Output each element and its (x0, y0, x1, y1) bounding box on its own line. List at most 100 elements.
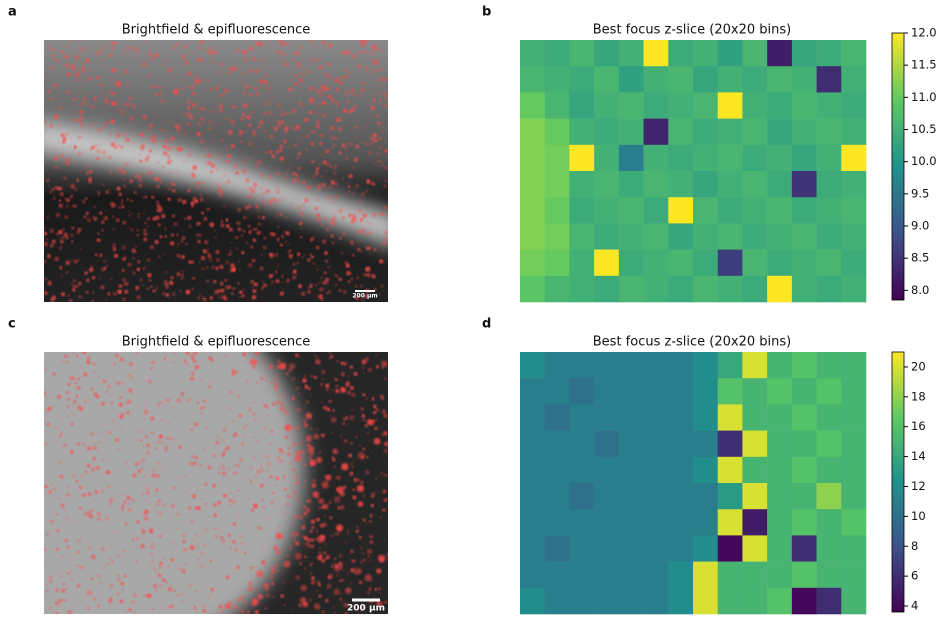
heatmap-cell (520, 404, 545, 431)
heatmap-cell (594, 404, 619, 431)
colorbar-tick-label: 10.0 (911, 154, 937, 168)
heatmap-cell (594, 40, 619, 67)
heatmap-cell (569, 145, 594, 172)
colorbar-tick-label: 9.5 (911, 186, 929, 200)
heatmap-cell (619, 509, 644, 536)
colorbar-tick-label: 18 (911, 389, 926, 403)
heatmap-cell (545, 483, 570, 510)
heatmap-cell (718, 378, 743, 405)
heatmap-cell (594, 588, 619, 615)
heatmap-cell (742, 535, 767, 562)
heatmap-cell (792, 92, 817, 119)
heatmap-cell (619, 40, 644, 67)
heatmap-cell (817, 404, 842, 431)
heatmap-cell (742, 276, 767, 303)
heatmap-cell (767, 483, 792, 510)
heatmap-cell (841, 40, 866, 67)
heatmap-cell (767, 92, 792, 119)
colorbar-tick-label: 8.0 (911, 283, 929, 297)
heatmap-cell (594, 483, 619, 510)
heatmap-cell (644, 145, 669, 172)
heatmap-cell (545, 40, 570, 67)
heatmap-cell (545, 223, 570, 250)
heatmap-cell (767, 66, 792, 93)
heatmap-cell (594, 119, 619, 146)
heatmap-cell (742, 562, 767, 589)
heatmap-cell (792, 457, 817, 484)
heatmap-cell (742, 404, 767, 431)
heatmap-cell (742, 352, 767, 379)
heatmap-cell (693, 352, 718, 379)
panel-title: Brightfield & epifluorescence (122, 335, 311, 350)
heatmap-cell (841, 588, 866, 615)
heatmap-cell (792, 276, 817, 303)
scale-bar-label: 200 µm (347, 604, 385, 614)
heatmap-cell (767, 562, 792, 589)
heatmap-cell (619, 404, 644, 431)
heatmap-cell (545, 250, 570, 277)
heatmap-cell (644, 119, 669, 146)
heatmap-cell (718, 66, 743, 93)
panel-title: Best focus z-slice (20x20 bins) (593, 23, 791, 38)
heatmap-cell (668, 509, 693, 536)
heatmap-cell (792, 588, 817, 615)
heatmap-cell (718, 431, 743, 458)
colorbar (892, 352, 904, 612)
heatmap-cell (594, 276, 619, 303)
heatmap-cell (742, 40, 767, 67)
heatmap-cell (569, 223, 594, 250)
heatmap-cell (693, 509, 718, 536)
heatmap-cell (594, 223, 619, 250)
heatmap-cell (817, 352, 842, 379)
heatmap-cell (520, 378, 545, 405)
heatmap-cell (792, 40, 817, 67)
heatmap-cell (594, 562, 619, 589)
heatmap-cell (644, 223, 669, 250)
heatmap-cell (668, 562, 693, 589)
heatmap-cell (668, 483, 693, 510)
heatmap-cell (619, 250, 644, 277)
heatmap-cell (792, 223, 817, 250)
heatmap-cell (644, 378, 669, 405)
colorbar-tick-label: 6 (911, 569, 918, 583)
heatmap-cell (693, 404, 718, 431)
heatmap-cell (520, 66, 545, 93)
heatmap-cell (569, 250, 594, 277)
heatmap-cell (619, 66, 644, 93)
heatmap-cell (693, 483, 718, 510)
heatmap-cell (841, 92, 866, 119)
heatmap-cell (644, 457, 669, 484)
heatmap-cell (668, 588, 693, 615)
panel-title: Brightfield & epifluorescence (122, 23, 311, 38)
heatmap-cell (718, 171, 743, 198)
panel-label: c (8, 317, 16, 332)
heatmap-cell (742, 171, 767, 198)
heatmap-cell (644, 431, 669, 458)
heatmap-cell (644, 509, 669, 536)
heatmap-cell (545, 352, 570, 379)
heatmap-cell (693, 145, 718, 172)
heatmap-cell (668, 404, 693, 431)
heatmap-cell (644, 92, 669, 119)
heatmap-cell (742, 119, 767, 146)
heatmap-cell (841, 483, 866, 510)
heatmap-cell (767, 535, 792, 562)
heatmap-cell (545, 276, 570, 303)
heatmap-cell (767, 378, 792, 405)
heatmap-cell (545, 145, 570, 172)
heatmap-cell (693, 250, 718, 277)
heatmap-cell (767, 509, 792, 536)
heatmap-cell (668, 276, 693, 303)
heatmap-cell (817, 483, 842, 510)
heatmap-cell (520, 509, 545, 536)
colorbar-tick-label: 14 (911, 449, 926, 463)
figure: aBrightfield & epifluorescence200 µmbBes… (0, 0, 946, 624)
heatmap-cell (594, 145, 619, 172)
heatmap-cell (817, 197, 842, 224)
heatmap-cell (569, 352, 594, 379)
heatmap-cell (792, 431, 817, 458)
heatmap-cell (742, 483, 767, 510)
heatmap-cell (619, 276, 644, 303)
colorbar-tick-label: 9.0 (911, 219, 929, 233)
heatmap-cell (619, 145, 644, 172)
